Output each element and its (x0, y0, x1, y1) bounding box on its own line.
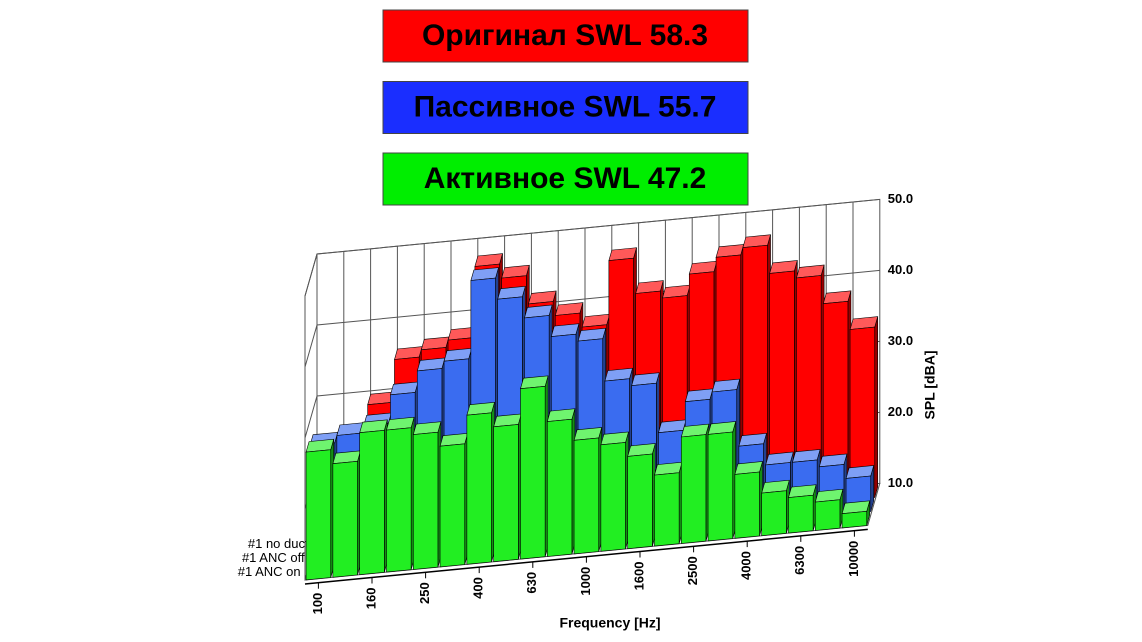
bar-front (466, 412, 492, 565)
x-tick-label: 1600 (631, 562, 646, 591)
bar (600, 431, 629, 552)
y-tick-label: 50.0 (888, 191, 913, 206)
bar-front (412, 431, 439, 570)
annotation-box (382, 81, 749, 134)
bar-front (546, 418, 573, 557)
x-tick-label: 4000 (739, 551, 754, 580)
y-tick-label: 40.0 (888, 262, 913, 277)
x-tick-label: 160 (363, 588, 378, 610)
bar-front (493, 424, 519, 563)
y-tick-label: 10.0 (888, 475, 913, 490)
x-tick-label: 630 (524, 572, 539, 594)
bar (734, 461, 763, 539)
bar-front (788, 494, 814, 534)
bar-front (627, 453, 653, 550)
annotation-text: Активное SWL 47.2 (424, 162, 707, 195)
bar (788, 484, 817, 534)
x-tick-label: 2500 (685, 556, 700, 585)
bar-front (814, 499, 841, 531)
series-label: #1 no duct (248, 536, 309, 551)
bar (332, 450, 361, 578)
bar (359, 419, 388, 576)
x-tick-label: 100 (310, 593, 325, 615)
bar-front (654, 472, 680, 547)
bar-front (359, 429, 385, 576)
annotation-text: Оригинал SWL 58.3 (422, 19, 708, 52)
bar-front (761, 490, 787, 537)
y-tick-label: 30.0 (888, 333, 913, 348)
bar (814, 488, 844, 531)
bar (761, 479, 790, 537)
bar (627, 443, 656, 550)
annotation-box (382, 9, 749, 63)
bar (305, 438, 335, 581)
bar (520, 375, 549, 560)
x-axis-label: Frequency [Hz] (559, 615, 660, 631)
y-axis-label: SPL [dBA] (922, 351, 938, 420)
bar (386, 416, 415, 573)
annotation-text: Пассивное SWL 55.7 (414, 90, 717, 123)
bar (466, 401, 495, 565)
bar-front (573, 437, 600, 555)
y-tick-label: 20.0 (888, 404, 913, 419)
bar (493, 413, 522, 563)
bar-front (841, 510, 868, 529)
bar-side (874, 316, 879, 498)
bar (849, 316, 879, 501)
bar-front (520, 385, 546, 560)
bar (412, 421, 442, 570)
bar-front (707, 431, 734, 542)
bar (680, 423, 710, 544)
x-tick-label: 6300 (792, 546, 807, 575)
bar (573, 427, 603, 555)
annotation-box (382, 152, 749, 206)
bar-front (734, 471, 760, 539)
x-tick-label: 400 (471, 577, 486, 599)
bar-front (439, 443, 466, 568)
bar-front (386, 427, 412, 573)
bar (546, 408, 576, 557)
bar-front (305, 449, 332, 581)
x-tick-label: 250 (417, 582, 432, 604)
bar (654, 461, 683, 547)
x-tick-label: 10000 (846, 541, 861, 577)
grid-line (304, 198, 880, 297)
bar-front (600, 442, 626, 552)
bar (707, 421, 737, 542)
bar-front (680, 434, 707, 544)
series-label: #1 ANC on (238, 564, 301, 579)
bar (841, 500, 871, 529)
bar (439, 432, 469, 568)
x-tick-label: 1000 (578, 567, 593, 596)
series-label: #1 ANC off (242, 550, 305, 565)
bar-front (332, 460, 358, 578)
